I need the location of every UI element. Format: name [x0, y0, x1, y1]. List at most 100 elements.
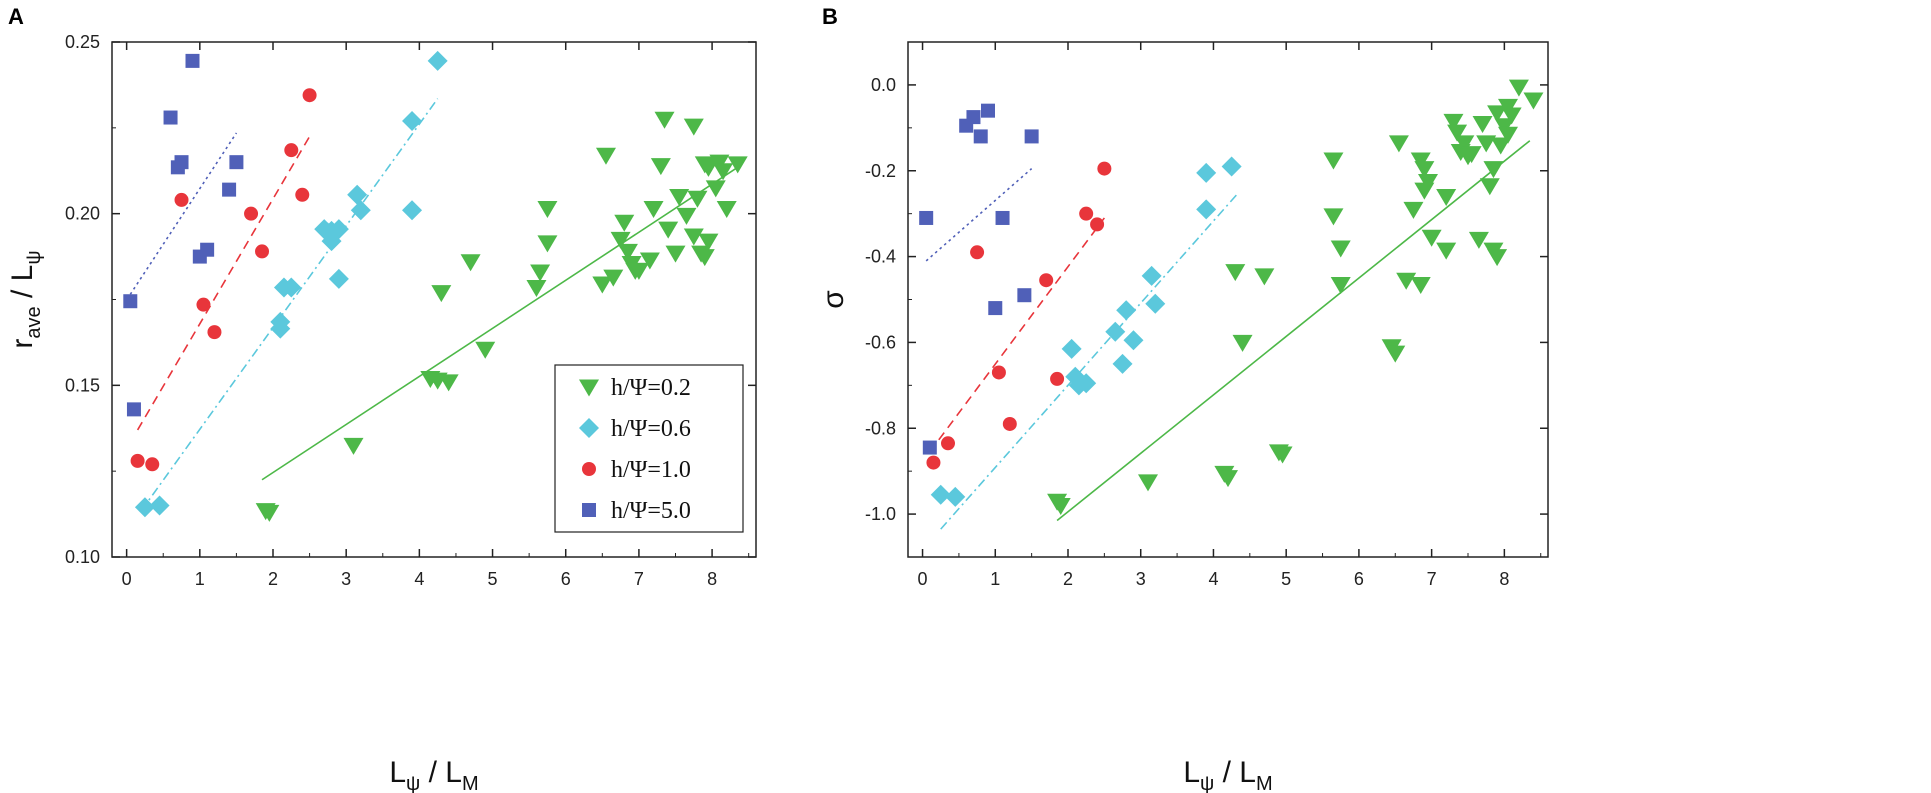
data-point: [185, 53, 200, 68]
data-point: [1138, 474, 1158, 492]
data-point: [1498, 126, 1518, 144]
x-tick-label: 2: [268, 569, 278, 589]
data-point: [1410, 152, 1431, 170]
data-point: [1196, 199, 1217, 220]
data-point: [970, 245, 985, 260]
legend-entry: h/Ψ=1.0: [582, 457, 691, 483]
data-point: [537, 235, 558, 253]
x-tick-label: 4: [414, 569, 424, 589]
data-point: [284, 143, 299, 158]
x-tick-label: 2: [1063, 569, 1073, 589]
data-point: [343, 437, 364, 455]
x-axis-title: Lψ / LM: [1183, 756, 1272, 793]
legend-label: h/Ψ=0.2: [611, 375, 691, 401]
data-point: [610, 231, 631, 249]
data-point: [669, 189, 690, 206]
data-point: [207, 325, 222, 340]
data-point: [658, 221, 679, 239]
fit-line: [129, 132, 238, 295]
data-point: [1483, 161, 1504, 179]
data-point: [1508, 79, 1529, 97]
x-tick-label: 1: [990, 569, 1000, 589]
data-point: [1388, 135, 1409, 153]
data-point: [650, 158, 671, 176]
data-point: [1221, 156, 1242, 177]
data-point: [526, 279, 547, 297]
data-point: [1461, 146, 1482, 164]
panel-letter: A: [8, 4, 24, 29]
data-point: [1218, 470, 1238, 488]
x-tick-label: 8: [707, 569, 717, 589]
x-axis-title-sub: ψ: [1200, 773, 1214, 793]
x-tick-label: 0: [122, 569, 132, 589]
y-tick-label: -0.8: [865, 418, 896, 438]
data-point: [614, 214, 635, 232]
data-point: [244, 206, 259, 221]
y-axis-title-main: r: [6, 339, 39, 349]
data-point: [130, 453, 145, 468]
series-3: [919, 103, 1039, 455]
data-point: [295, 187, 310, 202]
data-point: [1490, 137, 1511, 155]
data-point: [222, 182, 237, 197]
x-axis-title-sub: M: [462, 773, 479, 793]
data-point: [617, 243, 638, 261]
data-point: [1479, 178, 1500, 196]
legend-marker: [579, 379, 599, 397]
data-point: [1436, 242, 1457, 260]
y-tick-label: -0.2: [865, 161, 896, 181]
legend-marker: [579, 418, 599, 438]
data-point: [1494, 118, 1515, 136]
data-point: [683, 228, 704, 246]
data-point: [991, 365, 1006, 380]
data-point: [709, 154, 730, 172]
data-point: [281, 277, 302, 298]
y-axis-title-sub: ave: [23, 306, 45, 338]
data-point: [1418, 173, 1438, 191]
data-point: [347, 184, 368, 205]
data-point: [126, 402, 141, 417]
data-point: [328, 268, 349, 289]
data-point: [694, 249, 715, 267]
x-tick-label: 7: [1427, 569, 1437, 589]
legend-marker: [582, 503, 596, 517]
y-tick-label: 0.0: [871, 75, 896, 95]
data-point: [149, 495, 170, 516]
data-point: [350, 200, 371, 221]
data-point: [475, 341, 496, 359]
data-point: [1476, 135, 1497, 153]
data-point: [1523, 92, 1544, 110]
data-point: [1061, 338, 1082, 359]
y-axis-title-main: σ: [817, 290, 850, 309]
data-point: [628, 262, 649, 280]
data-point: [229, 155, 244, 170]
data-point: [1403, 201, 1424, 219]
data-point: [698, 233, 719, 251]
series-1: [134, 50, 448, 518]
data-point: [930, 484, 951, 505]
data-point: [945, 486, 966, 507]
x-tick-label: 0: [918, 569, 928, 589]
data-point: [654, 111, 675, 129]
data-point: [1196, 162, 1217, 183]
data-point: [1472, 116, 1493, 134]
data-point: [537, 201, 558, 219]
data-point: [1024, 129, 1039, 144]
data-point: [1050, 371, 1065, 386]
series-3: [123, 53, 244, 417]
data-point: [1116, 300, 1137, 321]
panel-b: B 0 1 2 3 4 5 6 7 8 -1.0 -0.8 -0.6 -0.4 -0.2 0.0 Lψ / LM…: [817, 4, 1549, 793]
data-point: [1396, 272, 1417, 290]
data-point: [1225, 264, 1246, 282]
fit-line: [1056, 140, 1531, 522]
data-point: [1141, 265, 1162, 286]
data-point: [302, 88, 317, 103]
data-point: [196, 297, 211, 312]
data-point: [270, 318, 291, 339]
data-point: [200, 242, 215, 257]
x-axis-title-sub: M: [1256, 773, 1273, 793]
data-point: [163, 110, 178, 125]
data-point: [603, 269, 624, 287]
series-1: [930, 156, 1242, 530]
